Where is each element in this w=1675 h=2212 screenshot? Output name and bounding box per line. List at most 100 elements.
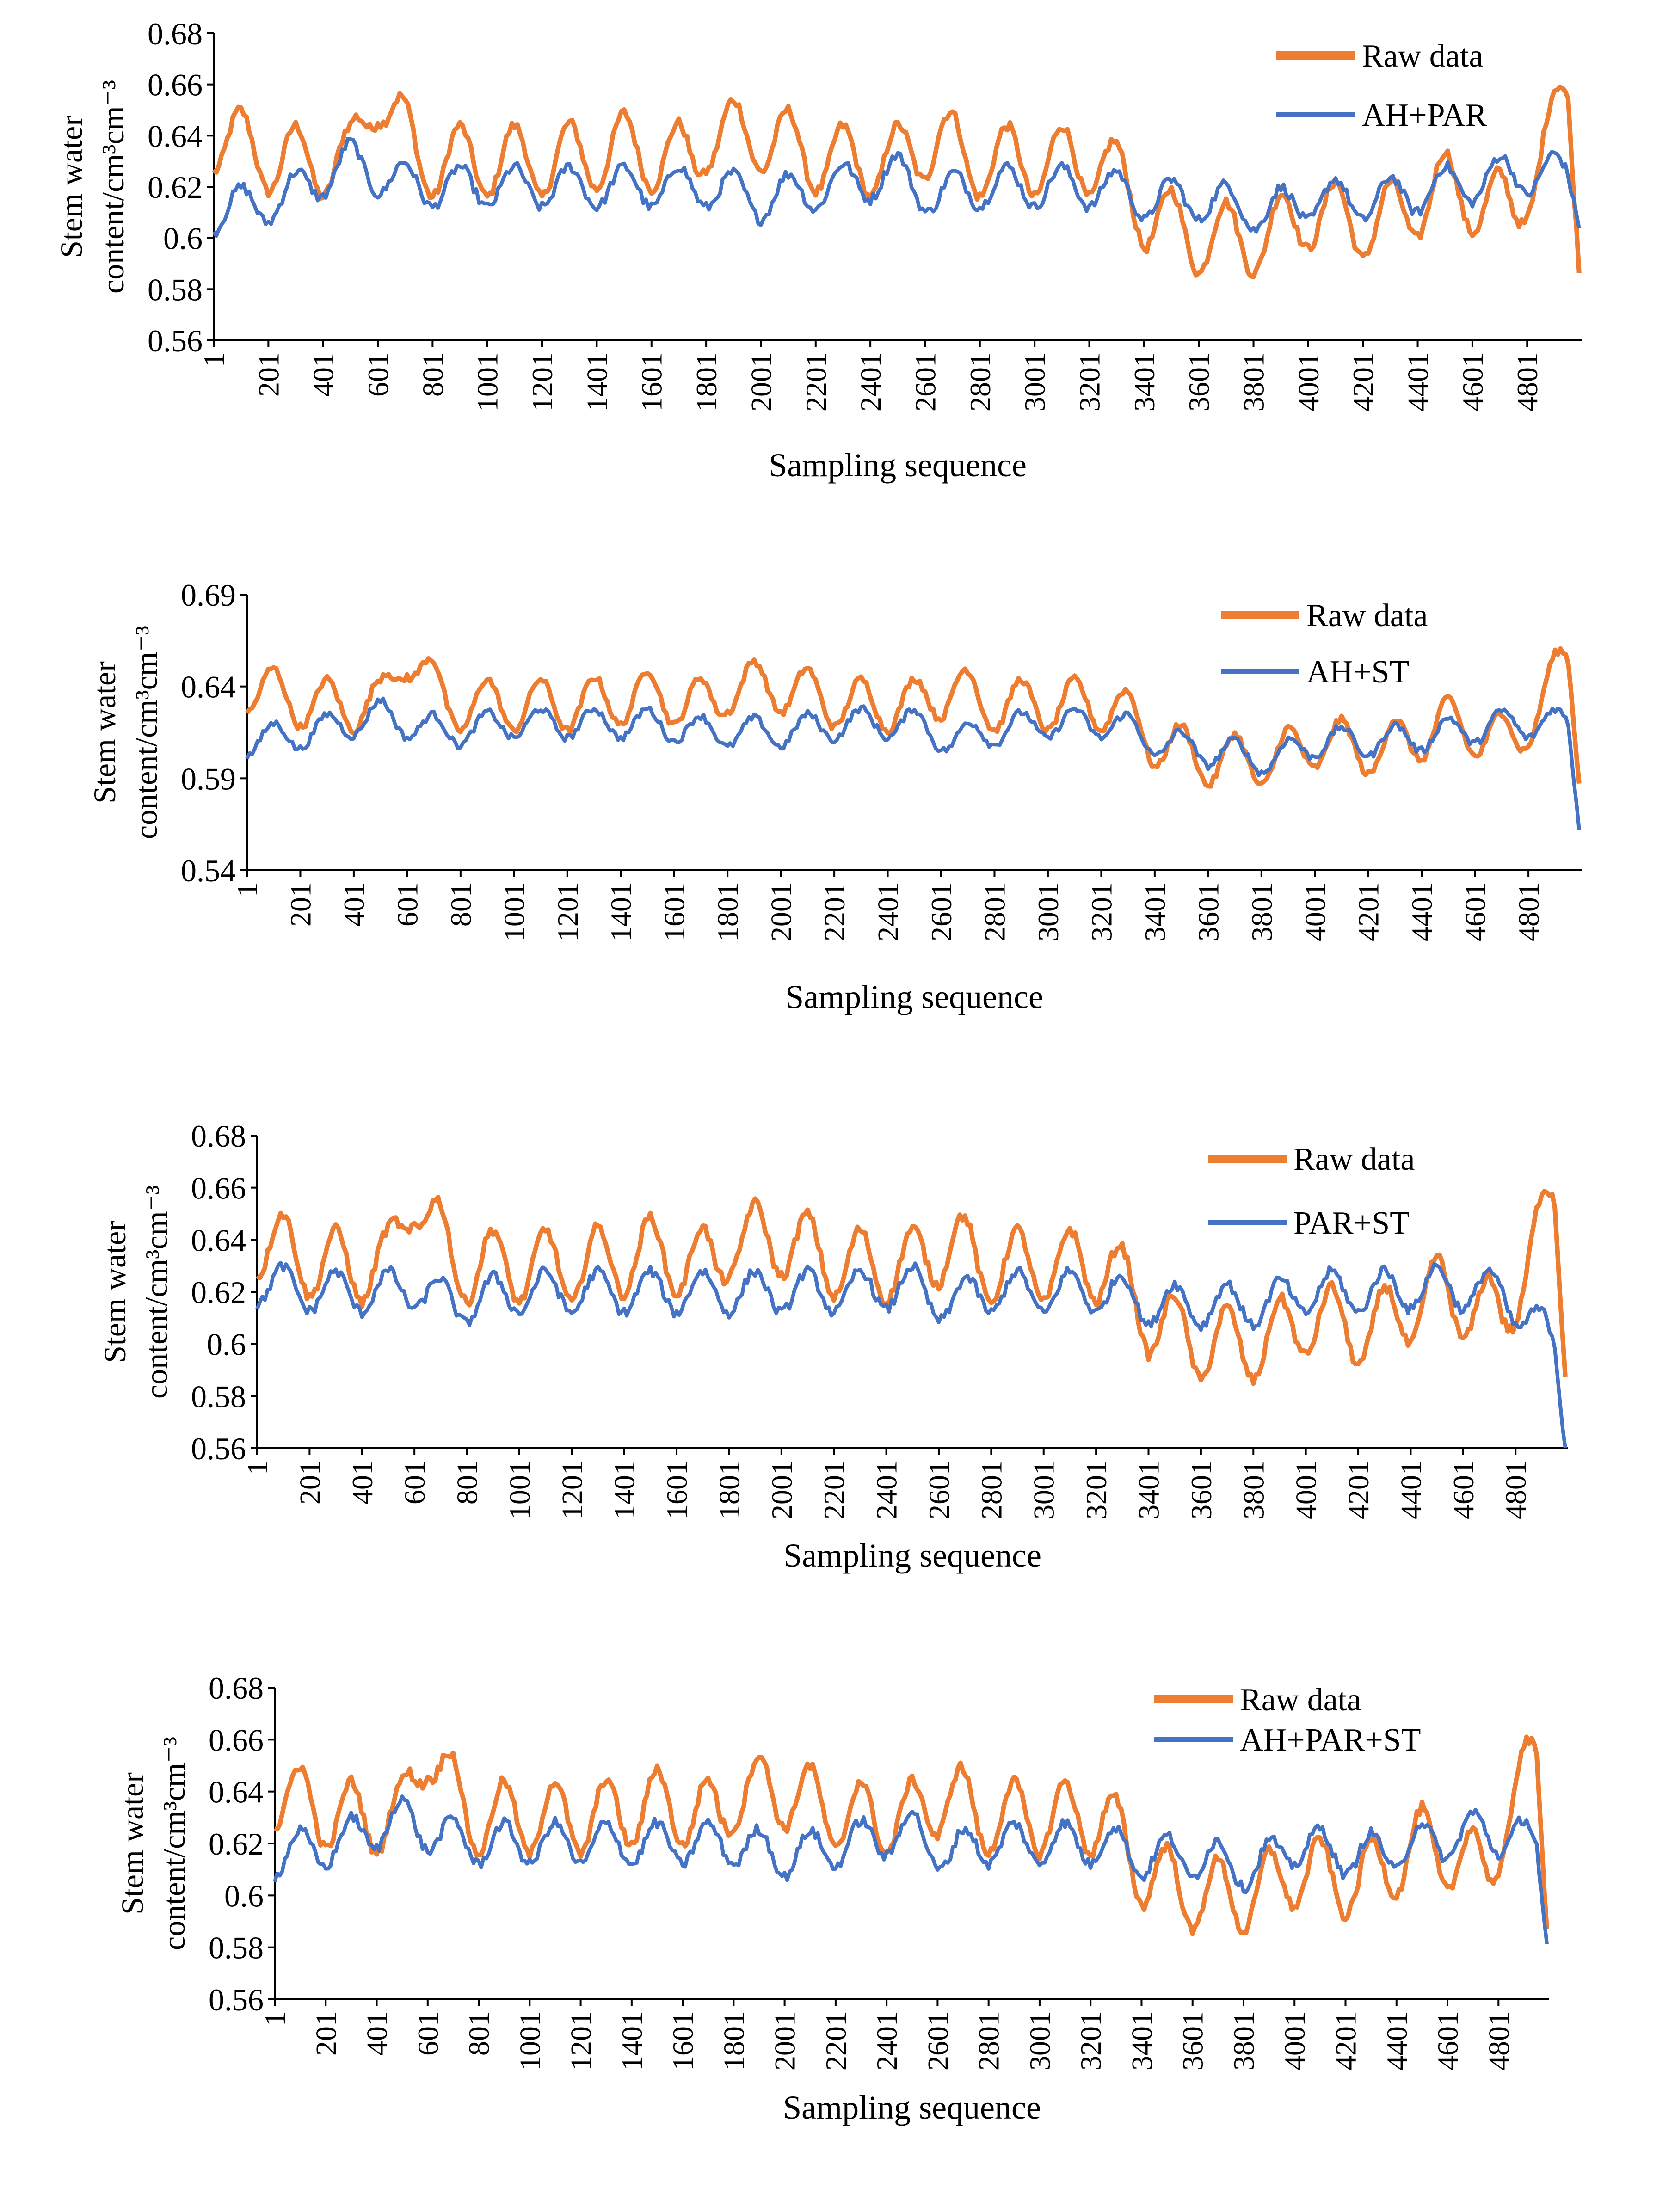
x-tick-label: 1801 (690, 352, 723, 412)
x-tick-label: 4001 (1292, 352, 1325, 412)
x-tick-label: 801 (416, 352, 449, 397)
x-tick-label: 1 (197, 352, 230, 367)
y-tick-label: 0.68 (209, 1671, 264, 1706)
legend-label: Raw data (1240, 1682, 1361, 1718)
x-tick-label: 2201 (818, 1460, 850, 1519)
x-tick-label: 3201 (1085, 882, 1118, 941)
x-tick-label: 201 (252, 352, 285, 397)
chart-panel-1: 0.560.580.60.620.640.660.681 201 401 601 801… (54, 16, 1582, 484)
x-tick-label: 4201 (1347, 352, 1379, 412)
x-tick-label: 3201 (1080, 1460, 1113, 1519)
x-tick-label: 1801 (711, 882, 744, 941)
x-axis-label: Sampling sequence (783, 1537, 1041, 1574)
series-line-model (255, 1261, 1567, 1449)
x-tick-label: 4401 (1394, 1460, 1427, 1519)
series-line-raw-data (212, 85, 1582, 279)
x-tick-label: 3401 (1139, 882, 1171, 941)
y-axis-label-line1: Stem water (115, 1772, 150, 1915)
x-tick-label: 801 (451, 1460, 484, 1505)
y-tick-label: 0.68 (191, 1118, 246, 1154)
x-tick-label: 3801 (1245, 882, 1278, 941)
x-tick-label: 2001 (745, 352, 777, 412)
x-tick-label: 4001 (1299, 882, 1331, 941)
x-axis-label: Sampling sequence (783, 2089, 1041, 2126)
x-tick-label: 3601 (1182, 352, 1215, 412)
x-tick-label: 3001 (1032, 882, 1065, 941)
x-tick-label: 201 (309, 2011, 342, 2056)
x-tick-label: 1801 (713, 1460, 745, 1519)
x-tick-label: 3401 (1128, 352, 1161, 412)
legend-label: AH+ST (1306, 654, 1409, 690)
x-tick-label: 1401 (604, 882, 637, 941)
x-tick-label: 3601 (1192, 882, 1225, 941)
x-tick-label: 2601 (909, 352, 942, 412)
x-tick-label: 1801 (717, 2011, 750, 2071)
x-tick-label: 601 (362, 352, 394, 397)
x-tick-label: 2401 (854, 352, 887, 412)
y-tick-label: 0.59 (181, 761, 236, 796)
chart-panel-4: 0.560.580.60.620.640.660.681 201 401 601 801… (115, 1671, 1549, 2126)
x-tick-label: 4601 (1459, 882, 1492, 941)
x-tick-label: 401 (346, 1460, 379, 1505)
y-tick-label: 0.68 (148, 16, 203, 51)
x-tick-label: 2201 (818, 882, 851, 941)
legend-label: AH+PAR+ST (1240, 1722, 1421, 1758)
x-axis-label: Sampling sequence (785, 978, 1043, 1015)
y-tick-label: 0.6 (224, 1878, 264, 1913)
x-tick-label: 401 (307, 352, 340, 397)
y-tick-label: 0.66 (148, 68, 203, 103)
legend-label: PAR+ST (1293, 1205, 1410, 1241)
x-tick-label: 1201 (526, 352, 559, 412)
series-line-raw-data (255, 1189, 1568, 1386)
x-tick-label: 1001 (471, 352, 504, 412)
x-tick-label: 1601 (666, 2011, 699, 2071)
x-tick-label: 3801 (1238, 352, 1270, 412)
x-tick-label: 1201 (551, 882, 584, 941)
x-tick-label: 1 (241, 1460, 274, 1475)
y-axis-label-line2: content/cm³cm⁻³ (139, 1185, 174, 1399)
x-tick-label: 3401 (1125, 2011, 1158, 2071)
y-tick-label: 0.58 (209, 1930, 264, 1966)
y-axis-label-line1: Stem water (97, 1221, 132, 1363)
chart-panel-3: 0.560.580.60.620.640.660.681 201 401 601 801… (97, 1118, 1568, 1574)
x-tick-label: 2001 (765, 882, 798, 941)
y-tick-label: 0.6 (207, 1327, 246, 1362)
x-tick-label: 3001 (1028, 1460, 1060, 1519)
x-tick-label: 2401 (870, 2011, 903, 2071)
x-axis-label: Sampling sequence (769, 447, 1027, 484)
x-tick-label: 4201 (1330, 2011, 1362, 2071)
series-line-model (245, 696, 1581, 830)
x-tick-label: 201 (284, 882, 317, 927)
x-tick-label: 2201 (800, 352, 832, 412)
x-tick-label: 4601 (1456, 352, 1489, 412)
x-tick-label: 2601 (921, 2011, 954, 2071)
legend-label: AH+PAR (1362, 98, 1487, 133)
x-tick-label: 2801 (964, 352, 997, 412)
x-tick-label: 1601 (658, 882, 691, 941)
y-tick-label: 0.64 (191, 1223, 246, 1258)
series-line-raw-data (274, 1734, 1549, 1936)
y-tick-label: 0.56 (191, 1431, 246, 1466)
x-tick-label: 4201 (1352, 882, 1385, 941)
y-tick-label: 0.54 (181, 853, 236, 888)
x-tick-label: 3801 (1227, 2011, 1260, 2071)
x-tick-label: 4601 (1447, 1460, 1480, 1519)
x-tick-label: 3401 (1133, 1460, 1165, 1519)
y-axis-label-line2: content/cm³cm⁻³ (95, 80, 130, 294)
x-tick-label: 1601 (660, 1460, 693, 1519)
x-tick-label: 1001 (513, 2011, 546, 2071)
x-tick-label: 4201 (1342, 1460, 1375, 1519)
x-tick-label: 1401 (580, 352, 613, 412)
y-tick-label: 0.6 (163, 221, 203, 256)
x-tick-label: 3601 (1185, 1460, 1218, 1519)
x-tick-label: 1401 (616, 2011, 648, 2071)
y-tick-label: 0.58 (148, 272, 203, 307)
legend-label: Raw data (1362, 38, 1483, 74)
x-tick-label: 3201 (1073, 352, 1106, 412)
series-line-model (212, 137, 1581, 238)
x-tick-label: 201 (293, 1460, 326, 1505)
x-tick-label: 2801 (975, 1460, 1008, 1519)
x-tick-label: 4401 (1405, 882, 1438, 941)
x-tick-label: 4001 (1290, 1460, 1323, 1519)
